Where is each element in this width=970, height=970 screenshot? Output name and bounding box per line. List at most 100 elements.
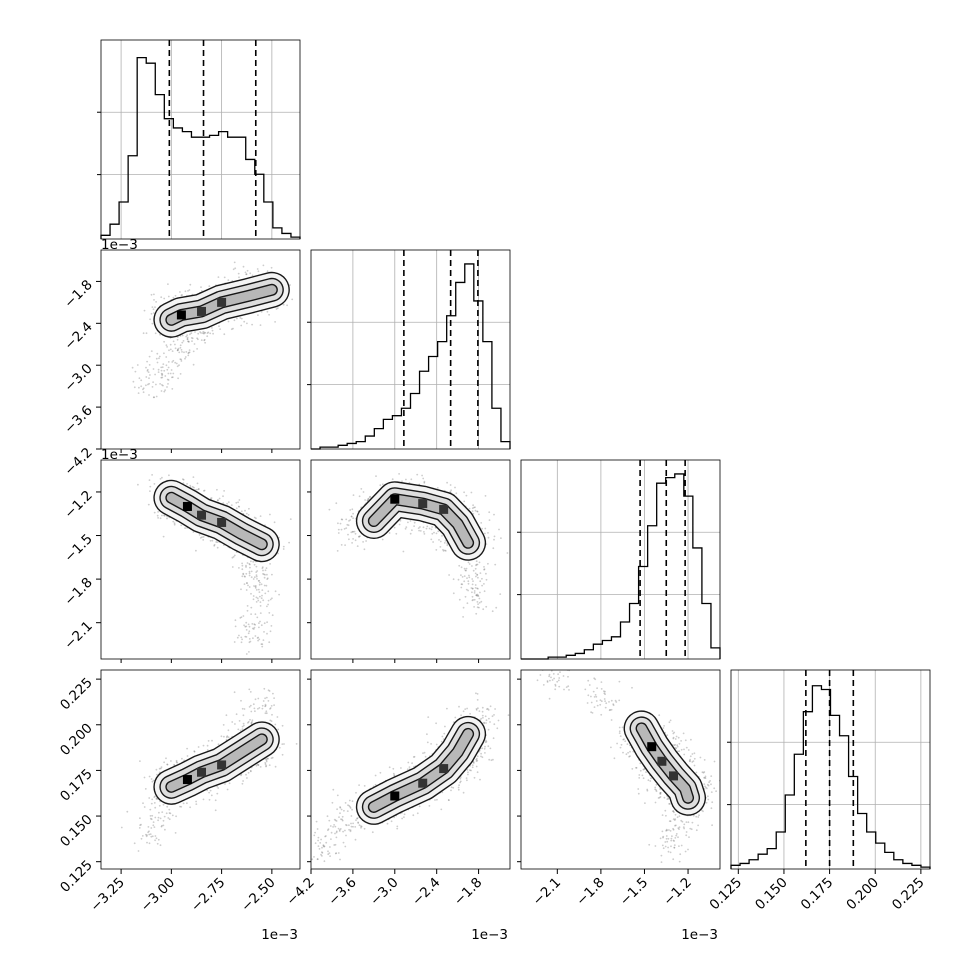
sample-point (705, 801, 708, 804)
sample-point (241, 782, 244, 785)
sample-point (345, 834, 347, 837)
sample-point (236, 636, 239, 639)
sample-point (157, 517, 160, 519)
sample-point (253, 516, 256, 519)
sample-point (261, 566, 264, 568)
sample-point (126, 810, 129, 813)
sample-point (473, 592, 476, 594)
sample-point (327, 850, 329, 853)
sample-point (586, 702, 589, 704)
sample-point (367, 498, 370, 501)
sample-point (166, 368, 169, 371)
sample-point (494, 708, 496, 710)
sample-point (152, 821, 155, 823)
sample-point (450, 789, 452, 792)
sample-point (471, 510, 474, 512)
sample-point (138, 377, 141, 380)
sample-point (468, 574, 470, 577)
sample-point (178, 364, 180, 367)
sample-point (423, 533, 426, 535)
sample-point (277, 552, 279, 555)
sample-point (674, 824, 676, 827)
sample-point (186, 338, 189, 341)
sample-point (430, 528, 433, 531)
sample-point (257, 639, 259, 642)
sample-point (335, 836, 338, 839)
sample-point (493, 535, 496, 538)
sample-point (411, 762, 413, 765)
sample-point (707, 795, 709, 798)
sample-point (256, 616, 259, 619)
sample-point (339, 858, 341, 861)
sample-point (120, 826, 123, 829)
sample-point (183, 351, 185, 354)
sample-point (448, 574, 450, 576)
sample-point (182, 478, 185, 481)
sample-point (482, 716, 484, 719)
sample-point (259, 581, 261, 584)
sample-point (158, 355, 161, 358)
sample-point (241, 728, 244, 731)
sample-point (352, 825, 354, 828)
sample-point (208, 791, 211, 794)
sample-point (484, 752, 486, 754)
density-panel-2-1 (310, 459, 511, 660)
sample-point (186, 802, 188, 805)
sample-point (476, 587, 478, 590)
sample-point (684, 739, 687, 742)
sample-point (136, 364, 139, 366)
sample-point (349, 806, 351, 808)
sample-point (231, 721, 234, 723)
sample-point (203, 332, 205, 335)
sample-point (476, 693, 479, 695)
sample-point (663, 796, 666, 799)
sample-point (163, 761, 166, 764)
sample-point (478, 710, 481, 712)
sample-point (256, 570, 259, 572)
sample-point (269, 719, 272, 722)
sample-point (464, 708, 467, 710)
sample-point (339, 812, 341, 815)
sample-point (330, 838, 332, 840)
sample-point (231, 566, 234, 568)
sample-point (499, 593, 502, 595)
sample-point (590, 711, 592, 714)
sample-point (471, 599, 474, 602)
sample-point (335, 830, 338, 833)
sample-point (683, 748, 685, 751)
sample-point (188, 349, 191, 351)
sample-point (239, 617, 242, 619)
sample-point (155, 837, 158, 840)
sample-point (161, 366, 164, 369)
sample-point (216, 488, 218, 491)
sample-point (413, 521, 416, 524)
sample-point (476, 573, 479, 576)
sample-point (454, 716, 457, 719)
sample-point (227, 320, 230, 323)
sample-point (654, 845, 657, 847)
sample-point (258, 622, 260, 624)
sample-point (237, 501, 240, 504)
density-panel-1-0 (100, 249, 304, 450)
sample-point (191, 485, 194, 488)
sample-point (491, 715, 494, 718)
sample-point (281, 724, 284, 727)
sample-point (248, 625, 251, 628)
sample-point (616, 742, 618, 745)
sample-point (363, 827, 366, 830)
sample-point (500, 537, 502, 539)
sample-point (680, 748, 683, 751)
sample-point (484, 745, 486, 748)
sample-point (302, 285, 304, 287)
sample-point (428, 805, 431, 807)
sample-point (274, 723, 277, 726)
sample-point (167, 366, 170, 369)
density-panel-2-0 (100, 459, 301, 660)
sample-point (485, 578, 488, 581)
sample-point (216, 546, 219, 549)
sample-point (472, 762, 475, 764)
sample-point (362, 491, 365, 493)
sample-point (157, 371, 160, 373)
sample-point (202, 536, 205, 538)
sample-point (282, 545, 285, 548)
